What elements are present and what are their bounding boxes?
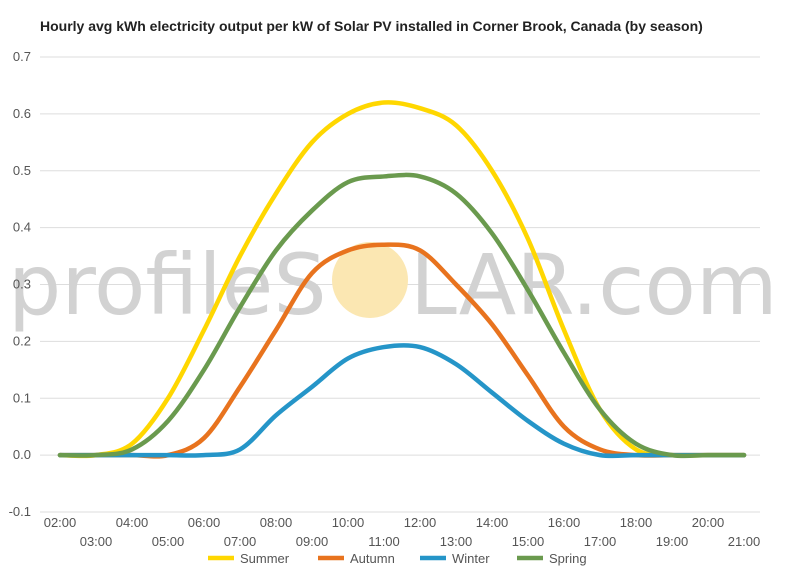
x-tick-label: 13:00 <box>440 534 473 549</box>
watermark-text-left: profileS <box>8 236 327 334</box>
y-tick-label: 0.7 <box>13 49 31 64</box>
legend-label: Autumn <box>350 551 395 566</box>
x-tick-label: 04:00 <box>116 515 149 530</box>
x-tick-label: 08:00 <box>260 515 293 530</box>
x-tick-label: 02:00 <box>44 515 77 530</box>
legend-label: Winter <box>452 551 490 566</box>
y-tick-label: 0.3 <box>13 277 31 292</box>
series-line-spring <box>57 172 747 459</box>
x-axis-ticks: 02:0003:0004:0005:0006:0007:0008:0009:00… <box>44 515 761 549</box>
watermark-text-right: LAR.com <box>410 236 778 334</box>
x-tick-label: 09:00 <box>296 534 329 549</box>
x-tick-label: 20:00 <box>692 515 725 530</box>
x-tick-label: 12:00 <box>404 515 437 530</box>
x-tick-label: 10:00 <box>332 515 365 530</box>
y-tick-label: -0.1 <box>9 504 31 519</box>
x-tick-label: 16:00 <box>548 515 581 530</box>
x-tick-label: 07:00 <box>224 534 257 549</box>
y-tick-label: 0.5 <box>13 163 31 178</box>
legend: Summer Autumn Winter Spring <box>208 551 587 566</box>
y-tick-label: 0.4 <box>13 220 31 235</box>
x-tick-label: 15:00 <box>512 534 545 549</box>
watermark-sun-icon <box>332 242 408 318</box>
y-tick-label: 0.6 <box>13 106 31 121</box>
x-tick-label: 03:00 <box>80 534 113 549</box>
legend-label: Spring <box>549 551 587 566</box>
y-tick-label: 0.1 <box>13 390 31 405</box>
series-line-winter <box>57 343 747 459</box>
x-tick-label: 19:00 <box>656 534 689 549</box>
y-tick-label: 0.2 <box>13 333 31 348</box>
chart-title: Hourly avg kWh electricity output per kW… <box>40 18 703 34</box>
x-tick-label: 11:00 <box>368 534 400 549</box>
x-tick-label: 14:00 <box>476 515 509 530</box>
x-tick-label: 05:00 <box>152 534 185 549</box>
x-tick-label: 06:00 <box>188 515 221 530</box>
watermark: profileS LAR.com <box>8 236 778 334</box>
series-layer <box>57 100 747 459</box>
y-tick-label: 0.0 <box>13 447 31 462</box>
x-tick-label: 21:00 <box>728 534 761 549</box>
y-axis-ticks: -0.1 0.0 0.1 0.2 0.3 0.4 0.5 0.6 0.7 <box>9 49 31 519</box>
series-line-summer <box>57 100 747 459</box>
legend-label: Summer <box>240 551 290 566</box>
x-tick-label: 17:00 <box>584 534 617 549</box>
x-tick-label: 18:00 <box>620 515 653 530</box>
